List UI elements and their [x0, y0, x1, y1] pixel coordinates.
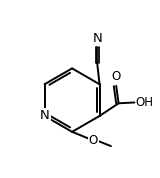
Text: O: O [112, 70, 121, 83]
Text: OH: OH [136, 96, 154, 109]
Text: N: N [40, 109, 49, 122]
Text: O: O [89, 134, 98, 147]
Text: N: N [92, 32, 102, 44]
